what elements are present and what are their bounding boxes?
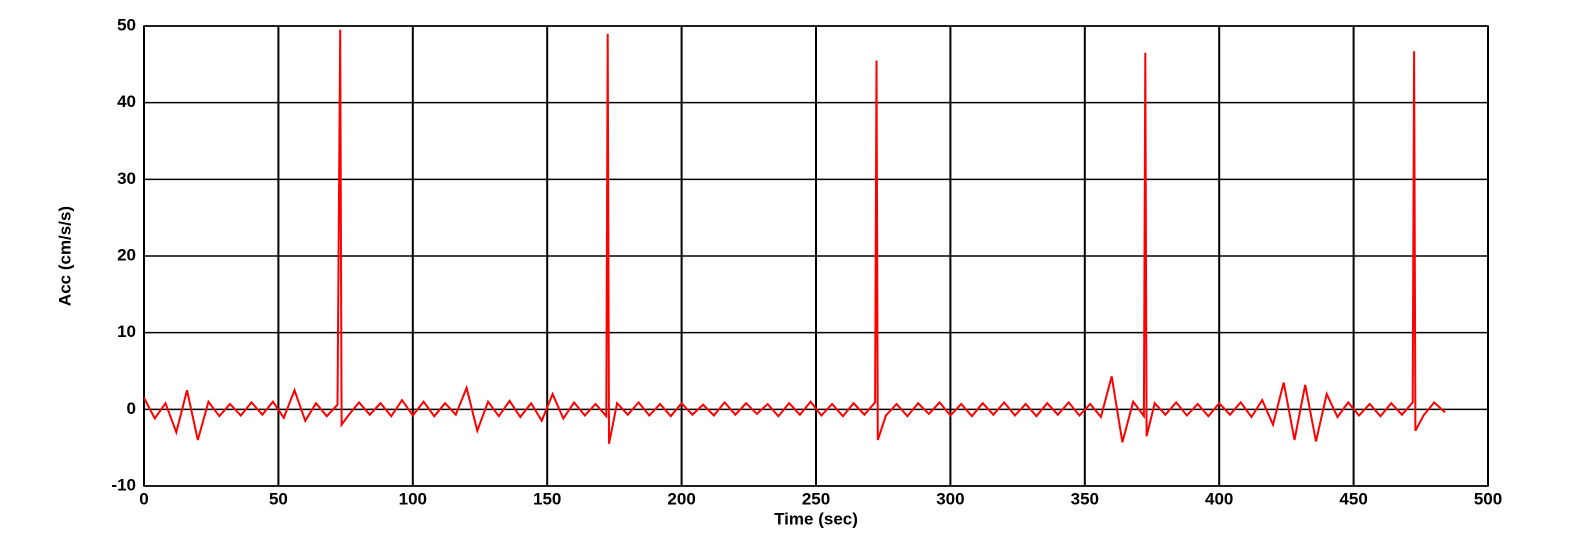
y-tick-label: 30 [117, 169, 136, 188]
y-tick-label: 40 [117, 92, 136, 111]
data-line [143, 29, 1446, 444]
y-axis-label: Acc (cm/s/s) [55, 206, 74, 306]
x-axis-label: Time (sec) [774, 509, 858, 528]
x-tick-label: 150 [533, 489, 561, 508]
plot-frame [143, 25, 1489, 487]
y-tick-label: -10 [111, 475, 136, 494]
x-tick-label: 300 [936, 489, 964, 508]
x-tick-label: 250 [802, 489, 830, 508]
y-tick-label: 10 [117, 322, 136, 341]
x-tick-label: 50 [269, 489, 288, 508]
y-tick-label: 50 [117, 15, 136, 34]
y-tick-label: 20 [117, 245, 136, 264]
x-tick-label: 0 [139, 489, 148, 508]
x-tick-label: 400 [1205, 489, 1233, 508]
y-tick-label: 0 [127, 399, 136, 418]
x-tick-label: 350 [1071, 489, 1099, 508]
x-tick-label: 500 [1474, 489, 1502, 508]
x-tick-label: 100 [399, 489, 427, 508]
x-tick-label: 200 [667, 489, 695, 508]
x-tick-label: 450 [1339, 489, 1367, 508]
